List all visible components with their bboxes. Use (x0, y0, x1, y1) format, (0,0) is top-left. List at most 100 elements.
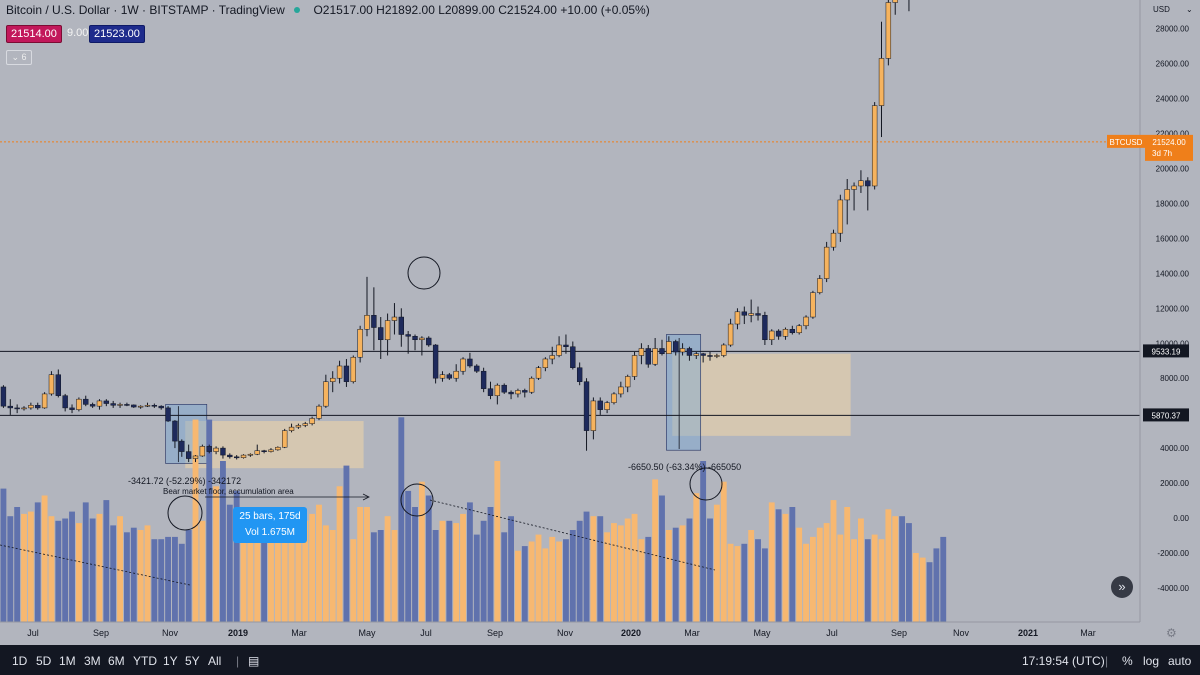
settings-gear-icon[interactable]: ⚙ (1166, 626, 1177, 640)
volume-bar (569, 530, 576, 622)
volume-bar (233, 490, 240, 622)
volume-bar (906, 523, 912, 622)
candle-body (645, 348, 651, 365)
volume-bar (220, 461, 226, 622)
candle-body (302, 423, 308, 426)
timeframe-all[interactable]: All (208, 654, 222, 668)
candle-body (185, 451, 192, 459)
sell-price-button[interactable]: 21514.00 (6, 25, 62, 43)
volume-bar (734, 546, 741, 622)
timeframe-1m[interactable]: 1M (59, 654, 76, 668)
timeframe-ytd[interactable]: YTD (133, 654, 157, 668)
volume-bar (796, 527, 803, 622)
candle-body (439, 374, 446, 379)
symbol-badge (1107, 134, 1145, 148)
volume-circle-3 (689, 467, 723, 501)
timeframe-5y[interactable]: 5Y (185, 654, 200, 668)
volume-bar (213, 486, 220, 622)
candle-body (597, 400, 603, 410)
candle-body (172, 420, 178, 442)
candle-body (769, 330, 775, 341)
volume-bar (803, 543, 809, 622)
double-chevron-right-icon: » (1118, 579, 1126, 594)
candle-body (810, 292, 816, 318)
volume-bar (391, 530, 398, 622)
log-toggle[interactable]: log (1143, 654, 1160, 668)
ohlc-values: O21517.00 H21892.00 L20899.00 C21524.00 … (313, 3, 650, 17)
indicator-collapse-toggle[interactable]: ⌄ 6 (6, 50, 32, 65)
candle-body (446, 374, 453, 379)
candle-body (131, 404, 137, 408)
price-tick-label: -4000.00 (1157, 584, 1189, 593)
candle-body (405, 334, 411, 337)
candle-body (412, 336, 418, 341)
scroll-to-realtime-button[interactable]: » (1111, 576, 1133, 598)
candle-body (55, 374, 61, 396)
timeframe-1y[interactable]: 1Y (163, 654, 178, 668)
volume-bar (912, 553, 919, 622)
volume-bar (583, 511, 590, 622)
volume-bar (521, 546, 528, 622)
utc-clock[interactable]: 17:19:54 (UTC) (1022, 654, 1105, 668)
candle-body (48, 374, 55, 395)
volume-bar (240, 525, 247, 622)
volume-bar (75, 523, 82, 622)
volume-bar (761, 548, 768, 622)
candle-body (261, 450, 267, 452)
volume-bar (55, 520, 62, 622)
volume-bar (151, 539, 158, 622)
candle-body (117, 404, 123, 406)
indicator-count: 6 (21, 52, 27, 62)
time-tick-label: 2021 (1018, 628, 1038, 638)
volume-bar (631, 513, 638, 622)
candle-body (336, 365, 343, 379)
candle-body (357, 329, 363, 358)
timeframe-6m[interactable]: 6M (108, 654, 125, 668)
price-tick-label: 4000.00 (1160, 444, 1189, 453)
volume-bar (515, 550, 521, 622)
buy-price-button[interactable]: 21523.00 (89, 25, 145, 43)
volume-bar (665, 530, 672, 622)
time-tick-label: Nov (557, 628, 574, 638)
candle-body (871, 105, 878, 187)
auto-toggle[interactable]: auto (1168, 654, 1192, 668)
timeframe-1d[interactable]: 1D (12, 654, 28, 668)
volume-bar (27, 511, 34, 622)
volume-bar (466, 502, 473, 622)
time-tick-label: Mar (291, 628, 307, 638)
volume-bar (659, 495, 665, 622)
price-axis[interactable] (1140, 0, 1200, 645)
measure-label-2: -6650.50 (-63.34%) -665050 (628, 462, 741, 472)
spread-value: 9.00 (67, 27, 89, 39)
candle-body (378, 327, 384, 341)
candle-body (604, 402, 610, 410)
volume-bar (693, 493, 700, 622)
candle-body (611, 393, 617, 403)
price-tick-label: 22000.00 (1156, 130, 1190, 139)
symbol-title[interactable]: Bitcoin / U.S. Dollar · 1W · BITSTAMP · … (6, 3, 285, 17)
candle-body (460, 358, 466, 372)
candle-body (124, 404, 130, 406)
candle-body (515, 390, 521, 395)
currency-label: USD (1153, 5, 1170, 14)
candle-body (83, 398, 89, 405)
candle-body (14, 407, 20, 410)
candle-body (508, 391, 514, 395)
percent-toggle[interactable]: % (1122, 654, 1133, 668)
chevron-down-icon[interactable]: ⌄ (1186, 5, 1193, 14)
price-tick-label: 20000.00 (1156, 165, 1190, 174)
candle-body (199, 446, 206, 457)
candle-body (62, 395, 68, 409)
timeframe-5d[interactable]: 5D (36, 654, 52, 668)
candle-body (213, 447, 219, 452)
candle-body (858, 180, 864, 187)
volume-bar (7, 516, 14, 622)
candle-body (247, 453, 254, 456)
date-range-icon[interactable]: ▤ (248, 654, 260, 668)
volume-bar (226, 504, 233, 622)
timeframe-3m[interactable]: 3M (84, 654, 101, 668)
volume-bar (473, 534, 480, 622)
candle-body (158, 405, 164, 409)
candle-body (206, 446, 212, 452)
